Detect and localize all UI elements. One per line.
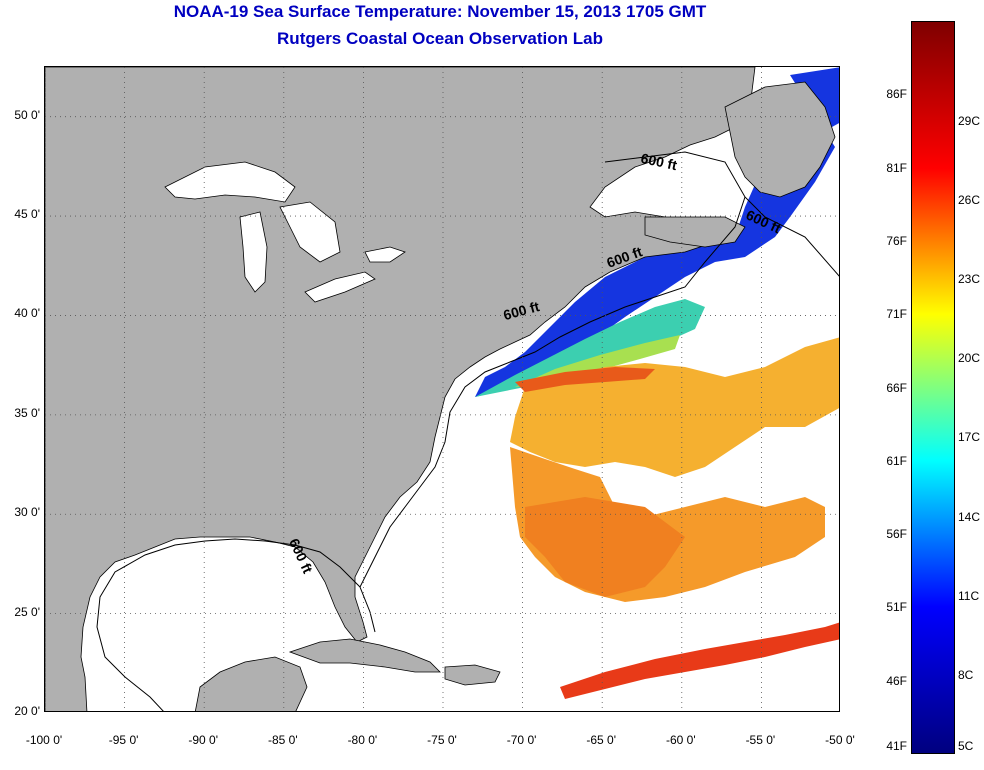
colorbar-fahrenheit-label: 51F	[886, 600, 907, 615]
hispaniola-land	[444, 664, 501, 686]
lake-huron	[279, 201, 341, 263]
latitude-tick-label: 20 0'	[14, 704, 40, 718]
colorbar-fahrenheit-label: 66F	[886, 380, 907, 395]
latitude-tick-label: 30 0'	[14, 505, 40, 520]
map-title: NOAA-19 Sea Surface Temperature: Novembe…	[173, 2, 707, 21]
cuba-land	[288, 638, 441, 673]
nova-scotia-land	[644, 216, 746, 248]
longitude-tick-label: -80 0'	[347, 733, 378, 747]
sst-swath-layer	[475, 67, 839, 699]
sst-hot-strip	[560, 622, 839, 699]
colorbar-celsius-label: 26C	[958, 192, 981, 207]
colorbar-fahrenheit-label: 41F	[886, 739, 907, 753]
longitude-tick-label: -65 0'	[586, 733, 617, 747]
colorbar-celsius-label: 29C	[958, 113, 981, 128]
sst-map: 600 ft 600 ft 600 ft 600 ft 600 ft	[44, 66, 840, 712]
longitude-tick-label: -50 0'	[825, 733, 855, 747]
colorbar-celsius-label: 20C	[958, 351, 981, 366]
land-layer	[45, 67, 836, 711]
longitude-tick-label: -75 0'	[427, 733, 457, 747]
colorbar-celsius-label: 14C	[958, 509, 981, 524]
colorbar-fahrenheit-label: 61F	[886, 453, 907, 468]
great-lakes	[164, 161, 406, 303]
longitude-tick-label: -90 0'	[188, 733, 219, 747]
sst-cool-band	[475, 299, 705, 397]
sst-warm-patch-3	[525, 497, 685, 597]
newfoundland-land	[724, 81, 836, 198]
sst-gulfstream	[515, 367, 655, 392]
map-subtitle: Rutgers Coastal Ocean Observation Lab	[277, 29, 603, 48]
temperature-colorbar	[911, 21, 955, 754]
colorbar-celsius-label: 8C	[958, 667, 974, 682]
depth-contour-600ft	[96, 151, 839, 711]
colorbar-fahrenheit-label: 76F	[886, 233, 907, 248]
colorbar-celsius-label: 11C	[958, 588, 980, 603]
latitude-tick-label: 45 0'	[14, 207, 40, 222]
colorbar-fahrenheit-label: 86F	[886, 87, 907, 102]
colorbar-celsius-label: 5C	[958, 739, 974, 753]
colorbar-celsius-label: 17C	[958, 430, 981, 445]
longitude-tick-label: -70 0'	[506, 733, 537, 747]
latitude-tick-label: 25 0'	[14, 604, 40, 619]
contour-label: 600 ft	[639, 150, 678, 173]
lake-ontario	[364, 246, 406, 263]
lake-superior	[164, 161, 296, 203]
latitude-tick-label: 40 0'	[14, 306, 40, 321]
colorbar-fahrenheit-label: 56F	[886, 527, 907, 542]
colorbar-fahrenheit-label: 81F	[886, 160, 907, 175]
lake-erie	[304, 271, 376, 303]
longitude-tick-label: -60 0'	[665, 733, 696, 747]
colorbar-fahrenheit-label: 71F	[886, 307, 907, 322]
yucatan-land	[194, 656, 308, 711]
latitude-tick-label: 50 0'	[14, 107, 40, 122]
sst-cold-band	[475, 67, 839, 397]
longitude-tick-label: -95 0'	[108, 733, 139, 747]
colorbar-fahrenheit-label: 46F	[886, 673, 907, 688]
longitude-tick-label: -85 0'	[267, 733, 298, 747]
longitude-tick-label: -55 0'	[745, 733, 776, 747]
latitude-tick-label: 35 0'	[14, 405, 40, 420]
colorbar-celsius-label: 23C	[958, 272, 981, 287]
longitude-tick-label: -100 0'	[25, 733, 63, 747]
lake-michigan	[239, 211, 268, 293]
